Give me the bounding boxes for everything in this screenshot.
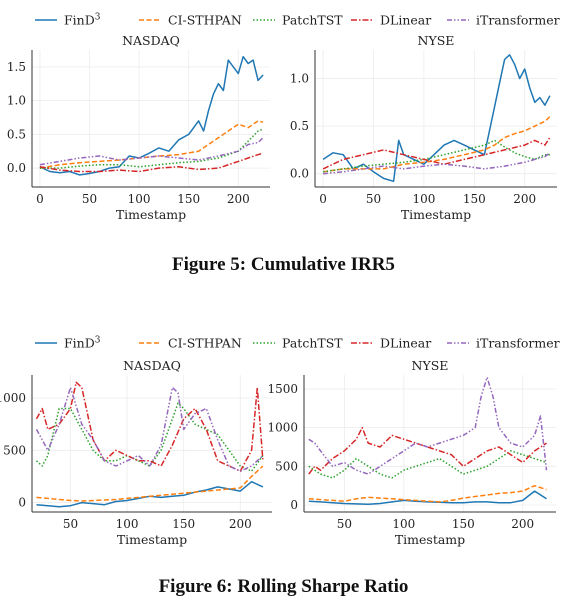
legend-item-patchtst: PatchTST: [253, 13, 343, 28]
series-line-dlinear: [322, 137, 551, 170]
panel-title: NYSE: [412, 358, 449, 373]
series-line-ci-sthpan: [36, 465, 264, 502]
legend-label: PatchTST: [282, 13, 343, 28]
legend-item-dlinear: DLinear: [351, 336, 431, 351]
legend-figure-6: FinD3 CI-STHPAN PatchTST DLinear iTransforme…: [35, 336, 560, 351]
panel-title: NASDAQ: [123, 358, 181, 373]
y-tick-label: 0: [290, 498, 298, 512]
series-line-itransformer: [35, 386, 264, 472]
legend-item-ci-sthpan: CI-STHPAN: [139, 336, 242, 351]
chart-panels: 0 50 100 150 2000.00.51.01.5NASDAQTimestamp0…: [0, 33, 557, 547]
y-tick-label: 0.5: [290, 119, 309, 133]
legend-item-find: FinD3: [35, 13, 101, 28]
y-tick-label: 0.0: [7, 161, 26, 175]
x-tick-label: 200: [227, 192, 250, 206]
series-line-patchtst: [308, 450, 547, 479]
y-tick-label: 1.0: [7, 94, 26, 108]
chart-fig5-nyse: 0 50 100 150 200 0.0 0.5 1.0 NYSE Timestamp: [290, 33, 557, 222]
legend-item-itransformer: iTransformer: [447, 13, 560, 28]
legend-label: CI-STHPAN: [168, 13, 242, 28]
series-line-ci-sthpan: [308, 484, 547, 503]
x-axis-label: Timestamp: [117, 532, 187, 547]
legend-label: PatchTST: [282, 336, 343, 351]
series-line-ci-sthpan: [39, 120, 264, 169]
series-line-patchtst: [39, 128, 264, 169]
figure-5-caption: Figure 5: Cumulative IRR5: [172, 254, 395, 275]
x-tick-label: 50: [63, 517, 78, 531]
y-tick-label: 1500: [267, 382, 298, 396]
x-axis-label: Timestamp: [395, 532, 465, 547]
series-line-patchtst: [322, 139, 550, 173]
x-tick-label: 0: [36, 192, 44, 206]
y-tick-label: 1.5: [7, 60, 26, 74]
x-tick-label: 150: [177, 192, 200, 206]
legend-item-dlinear: DLinear: [351, 13, 431, 28]
x-tick-label: 150: [172, 517, 195, 531]
x-tick-label: 0: [319, 192, 327, 206]
x-tick-label: 50: [82, 192, 97, 206]
series-line-dlinear: [39, 152, 264, 173]
x-axis-label: Timestamp: [401, 207, 471, 222]
series-line-patchtst: [35, 402, 264, 472]
x-tick-label: 200: [511, 517, 534, 531]
x-tick-label: 100: [128, 192, 151, 206]
legend-item-patchtst: PatchTST: [253, 336, 343, 351]
x-tick-label: 100: [392, 517, 415, 531]
y-tick-label: 500: [3, 443, 26, 457]
x-tick-label: 100: [116, 517, 139, 531]
legend-label: DLinear: [380, 13, 431, 28]
chart-fig6-nyse: 50 100 150 200 0 500 1000 1500 NYSE Timestamp: [267, 358, 556, 547]
chart-fig5-nasdaq: 0 50 100 150 200 0.0 0.5 1.0 1.5 NASDAQ Timestamp: [7, 33, 270, 222]
y-tick-label: 0: [18, 496, 26, 510]
legend-figure-5: FinD3 CI-STHPAN PatchTST DLinear iTransforme…: [35, 13, 560, 28]
series-line-find3: [322, 54, 551, 183]
series-line-find3: [308, 490, 547, 506]
y-tick-label: 1000: [0, 391, 26, 405]
series-line-itransformer: [323, 152, 551, 175]
series-line-ci-sthpan: [322, 116, 551, 173]
y-tick-label: 1.0: [290, 72, 309, 86]
legend-item-find: FinD3: [35, 336, 101, 351]
x-tick-label: 200: [229, 517, 252, 531]
x-tick-label: 200: [513, 192, 536, 206]
x-tick-label: 150: [463, 192, 486, 206]
legend-label: CI-STHPAN: [168, 336, 242, 351]
chart-fig6-nasdaq: 50 100 150 200 0 500 1000 NASDAQ Timestamp: [0, 358, 272, 547]
legend-label: iTransformer: [476, 13, 560, 28]
series-line-itransformer: [39, 137, 264, 166]
series-line-itransformer: [308, 376, 548, 475]
legend-item-ci-sthpan: CI-STHPAN: [139, 13, 242, 28]
x-tick-label: 50: [337, 517, 352, 531]
series-line-dlinear: [308, 426, 547, 475]
panel-title: NASDAQ: [122, 33, 180, 48]
y-tick-label: 1000: [267, 421, 298, 435]
y-tick-label: 500: [275, 459, 298, 473]
x-axis-label: Timestamp: [116, 207, 186, 222]
legend-label: FinD3: [64, 336, 101, 351]
legend-item-itransformer: iTransformer: [447, 336, 560, 351]
legend-label-superscript: 3: [95, 336, 101, 346]
x-tick-label: 100: [412, 192, 435, 206]
y-tick-label: 0.0: [290, 167, 309, 181]
figure-6-caption: Figure 6: Rolling Sharpe Ratio: [158, 576, 409, 597]
panel-title: NYSE: [418, 33, 455, 48]
x-tick-label: 50: [366, 192, 381, 206]
y-tick-label: 0.5: [7, 127, 26, 141]
legend-label: iTransformer: [476, 336, 560, 351]
legend-label: DLinear: [380, 336, 431, 351]
legend-label: FinD3: [64, 13, 101, 28]
x-tick-label: 150: [452, 517, 475, 531]
legend-label-superscript: 3: [95, 13, 101, 23]
series-line-find3: [39, 55, 264, 176]
